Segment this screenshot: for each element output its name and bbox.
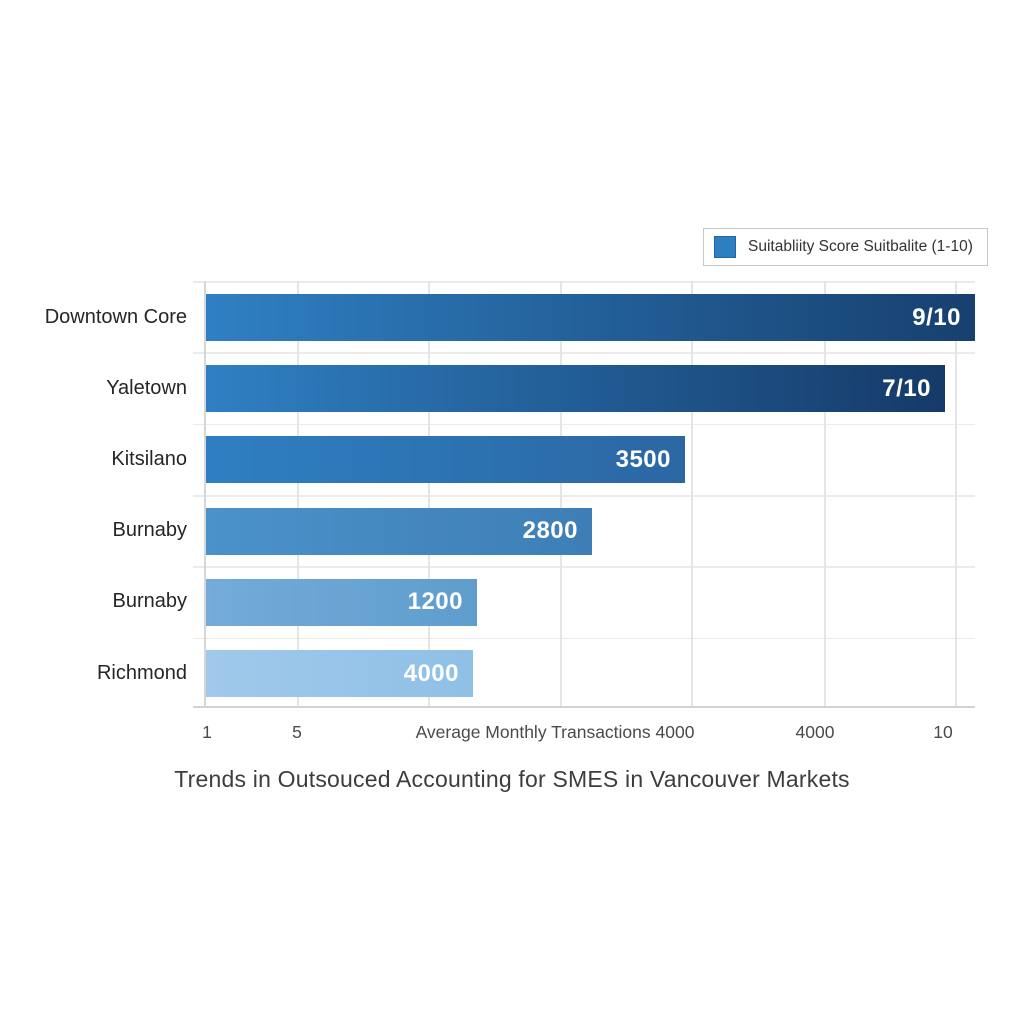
legend-swatch-icon [714, 236, 736, 258]
bar-value-label: 3500 [615, 445, 671, 473]
vertical-gridline [824, 281, 826, 707]
bar-value-label: 4000 [403, 659, 459, 687]
horizontal-gridline [193, 281, 975, 283]
category-label: Richmond [96, 661, 187, 684]
y-axis-line [204, 281, 206, 708]
bar: 2800 [205, 507, 592, 555]
vertical-gridline [955, 281, 957, 707]
horizontal-gridline [193, 566, 975, 568]
bar: 4000 [205, 650, 473, 697]
vertical-gridline [428, 281, 430, 707]
x-tick-label: 1 [202, 722, 212, 742]
vertical-gridline [691, 281, 693, 707]
plot-area: 9/10 7/10 3500 2800 1200 4000 [205, 281, 975, 707]
x-axis-line [193, 706, 975, 708]
bar: 7/10 [205, 365, 945, 413]
vertical-gridline [297, 281, 299, 707]
horizontal-gridline [193, 352, 975, 354]
x-tick-label: 5 [292, 722, 302, 742]
x-tick-label: 4000 [795, 722, 835, 742]
bar-value-label: 9/10 [912, 303, 961, 331]
bar-value-label: 7/10 [882, 374, 931, 402]
vertical-gridline [560, 281, 562, 707]
chart-title: Trends in Outsouced Accounting for SMES … [174, 766, 850, 792]
bar-value-label: 2800 [522, 517, 578, 545]
x-tick-label: 10 [933, 722, 953, 742]
category-label: Downtown Core [44, 305, 187, 328]
category-label: Kitsilano [111, 447, 187, 470]
category-label: Burnaby [112, 519, 188, 542]
bar-value-label: 1200 [407, 588, 463, 616]
horizontal-gridline [193, 495, 975, 497]
legend-box: Suitabliity Score Suitbalite (1-10) [703, 228, 988, 266]
bar: 3500 [205, 436, 685, 484]
horizontal-gridline [193, 423, 975, 426]
category-label: Yaletown [106, 376, 187, 399]
bar: 9/10 [205, 294, 975, 341]
bar: 1200 [205, 578, 477, 626]
legend-label: Suitabliity Score Suitbalite (1-10) [748, 238, 973, 255]
x-tick-label: Average Monthly Transactions 4000 [415, 722, 695, 742]
category-label: Burnaby [112, 590, 188, 613]
horizontal-gridline [193, 637, 975, 640]
